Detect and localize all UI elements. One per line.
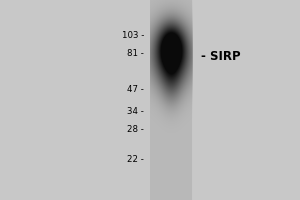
Text: 34 -: 34 - <box>127 107 144 116</box>
Text: 47 -: 47 - <box>127 84 144 94</box>
Text: 28 -: 28 - <box>127 124 144 134</box>
Text: - SIRP: - SIRP <box>201 50 241 64</box>
Text: 81 -: 81 - <box>127 48 144 58</box>
Bar <box>150 0 192 200</box>
Text: 22 -: 22 - <box>127 154 144 164</box>
Text: 103 -: 103 - <box>122 30 144 40</box>
